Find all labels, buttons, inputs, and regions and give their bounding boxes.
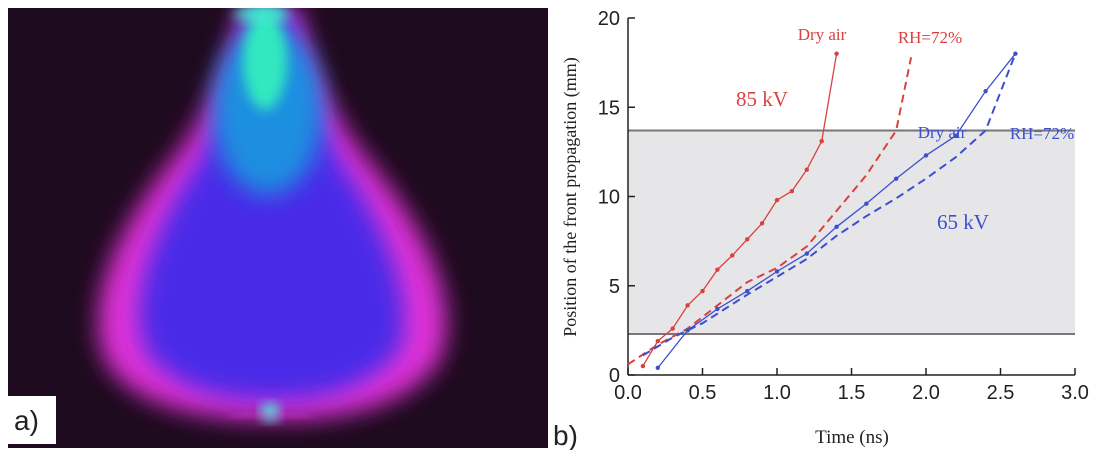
shaded-band [628,130,1075,334]
data-point [983,88,988,94]
data-point [953,133,958,139]
y-tick-label: 15 [598,97,620,119]
data-point [700,288,705,294]
data-point [774,269,780,274]
panel-label: b) [553,420,578,450]
data-point [894,176,899,181]
y-axis-title: Position of the front propagation (mm) [560,57,581,336]
data-point [789,188,795,194]
series-line [627,57,913,366]
x-axis-title: Time (ns) [815,427,889,448]
data-point [685,303,690,308]
data-point [640,363,646,369]
annotation: 85 kV [736,87,788,111]
series-line [642,53,1017,357]
data-point [655,338,660,344]
annotation: RH=72% [898,28,962,47]
panel-label: a) [14,405,39,436]
data-point [730,253,735,258]
data-point [745,288,750,294]
data-point [923,153,929,158]
data-point [819,138,824,144]
x-tick-label: 0.5 [689,382,717,404]
x-tick-label: 2.5 [987,382,1015,404]
data-point [774,197,780,203]
data-point [804,251,809,256]
data-point [864,201,869,206]
y-tick-label: 0 [609,365,620,387]
annotation: 65 kV [937,210,989,234]
data-point [834,224,839,230]
annotation: Dry air [798,25,847,44]
annotation: Dry air [918,123,967,142]
panel-label-box [8,396,56,444]
data-point [655,365,660,371]
data-point [804,167,809,172]
chart: 0 5 10 15 20 0.0 0.5 1.0 1.5 2.0 2.5 3.0 [598,8,1089,404]
data-point [745,237,750,242]
x-tick-label: 0.0 [614,382,642,404]
data-point [715,306,720,312]
data-point [670,326,675,331]
y-tick-label: 10 [598,187,620,209]
x-tick-label: 2.0 [912,382,940,404]
y-tick-label: 20 [598,8,620,30]
data-point [834,51,839,56]
data-point [715,267,720,272]
data-point [759,221,765,226]
y-tick-label: 5 [609,276,620,298]
x-tick-label: 1.0 [763,382,791,404]
photo [8,8,548,448]
data-point [1013,51,1018,56]
series-line [642,53,838,367]
annotation: RH=72% [1010,124,1074,143]
x-tick-label: 1.5 [838,382,866,404]
x-tick-label: 3.0 [1061,382,1089,404]
